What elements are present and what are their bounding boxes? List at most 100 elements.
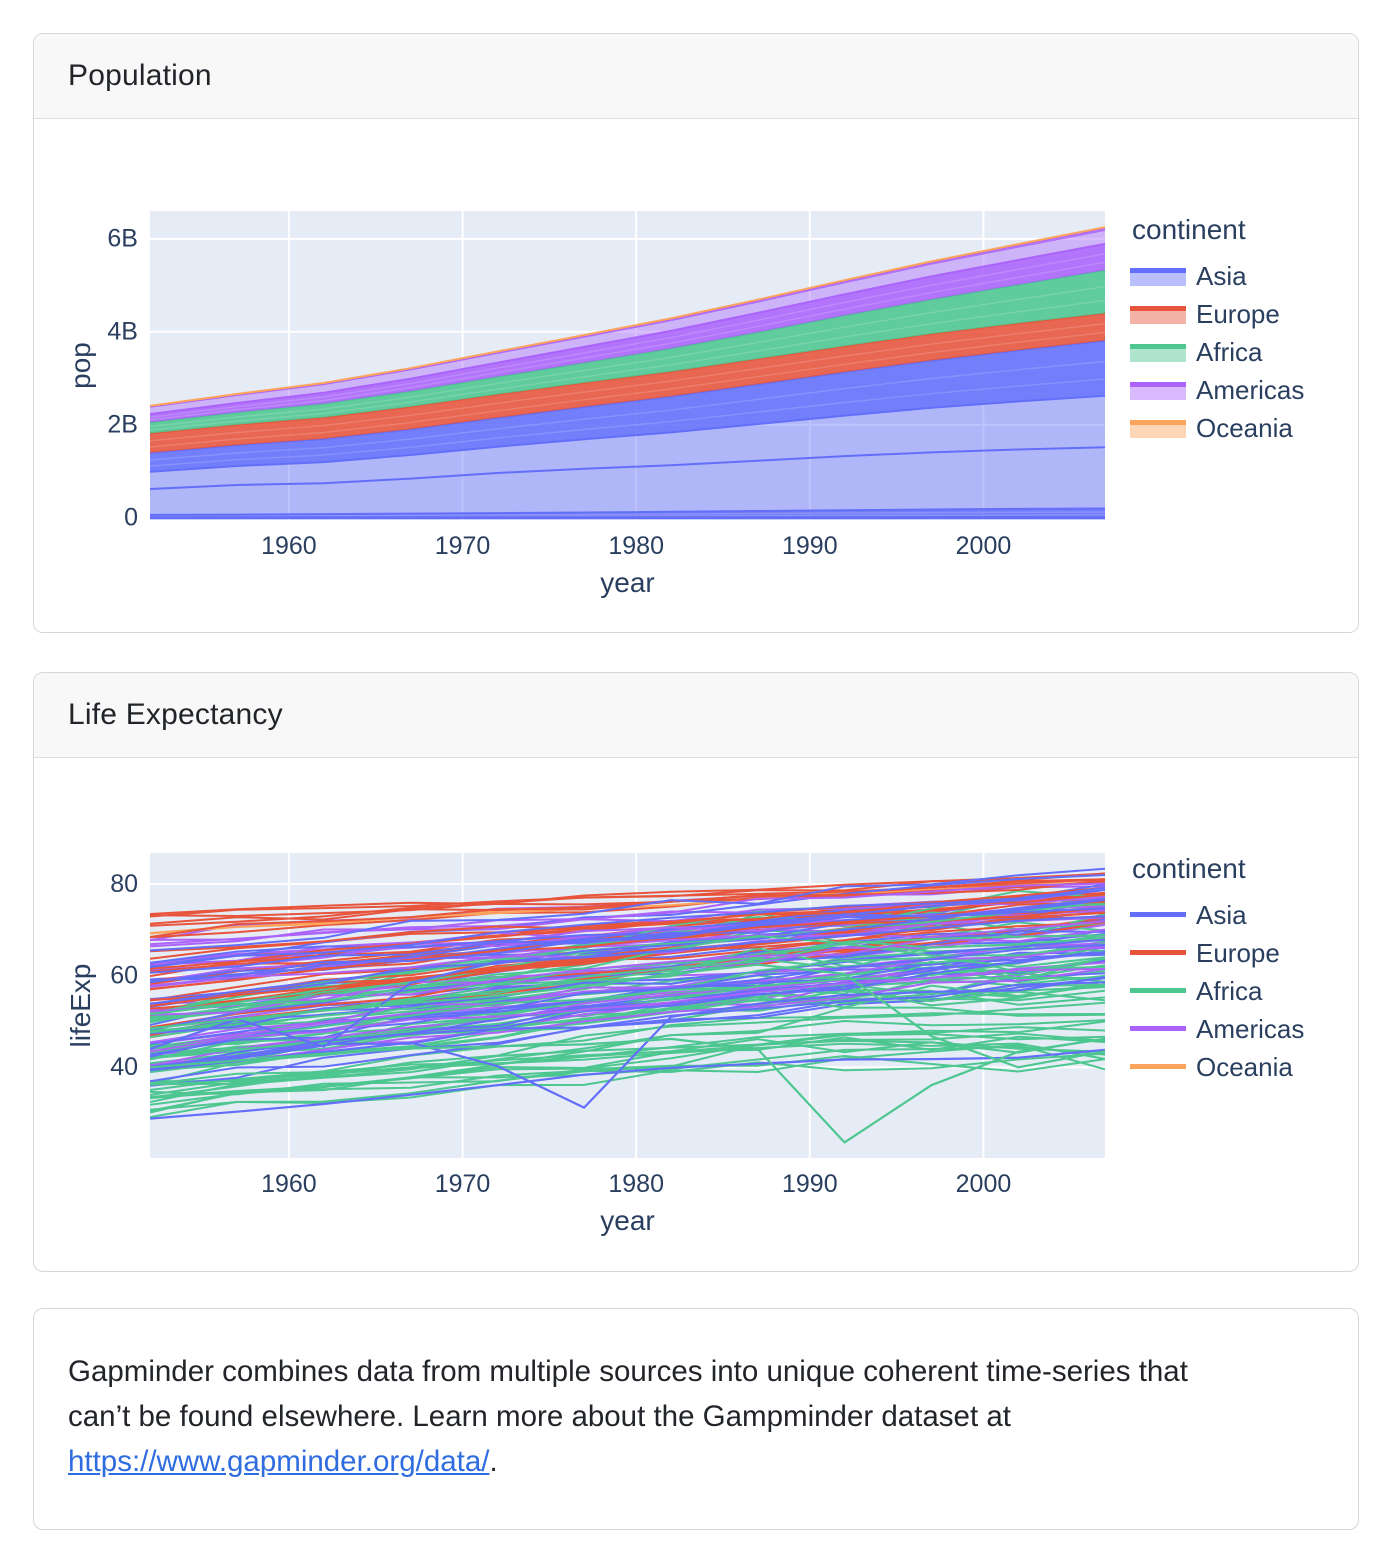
country-line-americas [150, 967, 1105, 1069]
life-expectancy-card-header: Life Expectancy [34, 673, 1358, 758]
band-texture-line [149, 323, 1106, 442]
legend-swatch-fill [1130, 349, 1186, 362]
legend-item-asia[interactable]: Asia [1130, 261, 1247, 291]
stacked-area-bands [149, 226, 1106, 520]
legend-item-asia[interactable]: Asia [1130, 900, 1247, 930]
band-texture-line [149, 253, 1106, 418]
legend-item-africa[interactable]: Africa [1130, 337, 1263, 367]
x-axis-tick-label: 1980 [608, 532, 664, 560]
population-card-body: 1960 1970 1980 1990 2000 year 0 2B 4B 6B pop contin… [34, 119, 1358, 632]
y-axis-tick-label: 6B [107, 224, 138, 252]
legend: continent Asia Europe Africa Americas Oceania [1130, 214, 1304, 443]
country-line-europe [150, 878, 1105, 917]
country-line-asia [150, 867, 1105, 952]
legend-item-label: Oceania [1196, 413, 1293, 443]
country-line-afghanistan [150, 1048, 1105, 1120]
country-line-africa [150, 1006, 1105, 1114]
life-expectancy-card: Life Expectancy 1960 1970 1980 1990 2000 year… [33, 672, 1359, 1272]
y-axis-tick-label: 0 [124, 503, 138, 531]
legend-swatch-line [1130, 912, 1186, 917]
legend-item-americas[interactable]: Americas [1130, 375, 1304, 405]
life-expectancy-line-chart[interactable]: 1960 1970 1980 1990 2000 year 40 60 80 lifeExp con… [34, 758, 1358, 1271]
country-line-rwanda [150, 1037, 1105, 1144]
country-line-asia [150, 946, 1105, 1056]
band-boundary-oceania [149, 226, 1106, 407]
legend-item-label: Africa [1196, 337, 1263, 367]
country-line-africa [150, 1055, 1105, 1096]
legend-item-africa[interactable]: Africa [1130, 976, 1263, 1006]
x-axis-tick-label: 1990 [782, 1170, 838, 1198]
country-line-africa [150, 1038, 1105, 1086]
legend-swatch-fill [1130, 273, 1186, 286]
population-card-title: Population [68, 59, 212, 92]
legend-swatch-line [1130, 420, 1186, 425]
country-line-africa [150, 1001, 1105, 1096]
legend-swatch-line [1130, 1064, 1186, 1069]
x-axis-tick-label: 1960 [261, 1170, 317, 1198]
x-axis-title: year [600, 567, 654, 598]
x-axis-tick-label: 1970 [435, 1170, 491, 1198]
legend-swatch-line [1130, 950, 1186, 955]
country-lines [150, 867, 1105, 1144]
description-text-after-link: . [489, 1445, 498, 1479]
y-axis-tick-label: 80 [110, 870, 138, 898]
country-line-asia [150, 886, 1105, 969]
area-band-india [150, 395, 1105, 489]
legend-item-label: Europe [1196, 299, 1280, 329]
x-axis-tick-label: 1990 [782, 532, 838, 560]
legend-item-europe[interactable]: Europe [1130, 299, 1280, 329]
band-boundary-asia-small-countries [149, 507, 1106, 516]
legend-item-europe[interactable]: Europe [1130, 938, 1280, 968]
legend-item-oceania[interactable]: Oceania [1130, 1052, 1293, 1082]
legend-title: continent [1132, 214, 1246, 245]
country-line-cambodia [150, 976, 1105, 1109]
country-line-zimbabwe [150, 963, 1105, 1069]
gapminder-data-link[interactable]: https://www.gapminder.org/data/ [68, 1445, 490, 1479]
legend-swatch-line [1130, 988, 1186, 993]
legend-item-oceania[interactable]: Oceania [1130, 413, 1293, 443]
y-axis-tick-label: 60 [110, 961, 138, 989]
band-texture-line [149, 511, 1106, 517]
country-line-asia [150, 943, 1105, 1058]
band-texture-line [149, 299, 1106, 431]
legend-swatch-line [1130, 382, 1186, 387]
band-texture-line [149, 331, 1106, 448]
x-axis-tick-label: 1980 [608, 1170, 664, 1198]
area-band-europe [150, 313, 1105, 453]
country-line-asia [150, 951, 1105, 1068]
legend-swatch-fill [1130, 311, 1186, 324]
axes: 1960 1970 1980 1990 2000 year 0 2B 4B 6B pop [65, 224, 1011, 598]
description-text: Gapminder combines data from multiple so… [68, 1349, 1208, 1484]
y-axis-tick-label: 40 [110, 1053, 138, 1081]
country-line-europe [150, 911, 1105, 1010]
country-line-europe [150, 879, 1105, 925]
legend-item-label: Oceania [1196, 1052, 1293, 1082]
country-line-europe [150, 886, 1105, 970]
legend-title: continent [1132, 853, 1246, 884]
band-texture-line [149, 378, 1106, 467]
x-axis-tick-label: 1970 [435, 532, 491, 560]
x-axis-tick-label: 1960 [261, 532, 317, 560]
legend-item-label: Americas [1196, 1014, 1304, 1044]
country-line-europe [150, 872, 1105, 915]
legend-item-label: Americas [1196, 375, 1304, 405]
legend-swatch-line [1130, 306, 1186, 311]
legend-item-label: Africa [1196, 976, 1263, 1006]
legend-item-americas[interactable]: Americas [1130, 1014, 1304, 1044]
area-band-asia-rest [150, 340, 1105, 472]
x-axis-title: year [600, 1205, 654, 1236]
country-line-americas [150, 968, 1105, 1053]
country-line-africa [150, 1044, 1105, 1119]
band-boundary-china [149, 446, 1106, 490]
legend-swatch-fill [1130, 425, 1186, 438]
life-expectancy-card-title: Life Expectancy [68, 698, 283, 731]
country-line-china [150, 915, 1105, 1051]
population-area-chart[interactable]: 1960 1970 1980 1990 2000 year 0 2B 4B 6B pop contin… [34, 119, 1358, 632]
legend-item-label: Asia [1196, 261, 1247, 291]
country-line-africa [150, 934, 1105, 1016]
band-boundary-americas-rest [149, 242, 1106, 416]
life-expectancy-card-body: 1960 1970 1980 1990 2000 year 40 60 80 lifeExp con… [34, 758, 1358, 1271]
y-axis-title: lifeExp [65, 963, 96, 1047]
country-line-asia [150, 898, 1105, 974]
